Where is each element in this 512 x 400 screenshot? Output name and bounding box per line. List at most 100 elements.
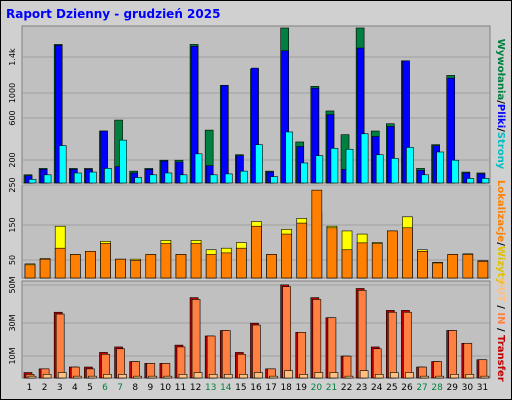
sites-bar xyxy=(447,254,459,279)
in-bar xyxy=(312,299,322,379)
day-label: 19 xyxy=(296,383,308,393)
y-tick-label: 600 xyxy=(8,110,17,125)
out-bar xyxy=(178,374,188,379)
pages-bar xyxy=(345,148,354,184)
out-bar xyxy=(329,372,339,379)
chart-title: Raport Dzienny - grudzień 2025 xyxy=(6,7,220,21)
day-label: 4 xyxy=(72,383,78,393)
legend-panel-1: Wywołania/Pliki/Strony xyxy=(495,39,506,170)
sites-bar xyxy=(311,189,323,279)
in-bar xyxy=(357,290,367,379)
day-label: 20 xyxy=(311,383,323,393)
in-bar xyxy=(372,348,382,379)
day-label: 22 xyxy=(341,383,352,393)
day-label: 14 xyxy=(220,383,232,393)
sites-bar xyxy=(115,258,126,279)
out-bar xyxy=(72,375,82,379)
out-bar xyxy=(269,375,278,379)
sites-bar xyxy=(130,260,141,279)
day-label: 10 xyxy=(160,383,172,393)
day-label: 15 xyxy=(235,383,246,393)
out-bar xyxy=(239,374,248,379)
legend-entry: OUT xyxy=(495,278,506,302)
pages-bar xyxy=(255,144,263,184)
pages-bar xyxy=(315,155,324,184)
y-tick-label: 30M xyxy=(8,314,17,331)
files-bar xyxy=(175,161,184,184)
day-label: 31 xyxy=(477,383,488,393)
out-bar xyxy=(344,375,354,379)
sites-bar xyxy=(100,243,111,279)
pages-bar xyxy=(360,133,369,184)
files-bar xyxy=(387,126,395,184)
in-bar xyxy=(403,311,412,379)
legend-entry: Lokalizacje xyxy=(495,180,506,242)
day-label: 26 xyxy=(401,383,413,393)
y-tick-label: 50M xyxy=(8,276,17,293)
sites-bar xyxy=(85,251,96,279)
pages-bar xyxy=(466,178,475,184)
out-bar xyxy=(374,374,384,379)
in-bar xyxy=(388,311,397,379)
pages-bar xyxy=(285,131,293,184)
files-bar xyxy=(462,172,471,184)
sites-bar xyxy=(462,254,474,279)
in-bar xyxy=(176,346,186,379)
out-bar xyxy=(480,375,490,379)
legend-entry: / xyxy=(495,325,506,336)
out-bar xyxy=(254,372,263,379)
in-bar xyxy=(146,363,156,379)
out-bar xyxy=(193,372,203,379)
sites-bar xyxy=(24,264,36,279)
sites-bar xyxy=(326,227,338,279)
sites-bar xyxy=(432,262,443,279)
sites-bar xyxy=(477,261,489,279)
sites-bar xyxy=(54,247,66,279)
in-bar xyxy=(221,330,231,379)
legend-panel-2: Lokalizacje/Wizyty xyxy=(495,180,506,284)
pages-bar xyxy=(224,173,233,184)
sites-bar xyxy=(205,254,217,279)
pages-bar xyxy=(28,179,37,184)
day-label: 11 xyxy=(175,383,186,393)
sites-bar xyxy=(39,258,51,279)
out-bar xyxy=(420,375,429,379)
legend-panel-3: OUT / IN / Transfer xyxy=(495,278,506,381)
day-label: 21 xyxy=(326,383,337,393)
day-label: 23 xyxy=(356,383,367,393)
out-bar xyxy=(133,375,142,379)
out-bar xyxy=(27,375,37,379)
sites-bar xyxy=(356,242,368,279)
pages-bar xyxy=(421,174,429,184)
files-bar xyxy=(281,50,289,184)
files-bar xyxy=(236,155,244,184)
out-bar xyxy=(450,374,460,379)
legend-entry: Wywołania xyxy=(495,39,506,100)
in-bar xyxy=(448,330,458,379)
legend-entry: Wizyty xyxy=(495,246,506,285)
out-bar xyxy=(405,372,414,379)
out-bar xyxy=(88,375,97,379)
in-bar xyxy=(463,342,473,379)
sites-bar xyxy=(175,254,187,279)
pages-bar xyxy=(300,162,309,184)
out-bar xyxy=(284,370,293,379)
pages-bar xyxy=(164,172,173,184)
y-tick-label: 1000 xyxy=(8,83,17,103)
legend-entry: IN xyxy=(495,312,506,324)
y-tick-label: 10M xyxy=(8,347,17,364)
out-bar xyxy=(223,374,233,379)
out-bar xyxy=(163,375,173,379)
day-label: 3 xyxy=(57,383,63,393)
pages-bar xyxy=(481,178,490,184)
pages-bar xyxy=(149,174,158,184)
sites-bar xyxy=(402,227,413,279)
day-label: 1 xyxy=(27,383,33,393)
day-label: 24 xyxy=(371,383,383,393)
sites-bar xyxy=(281,233,292,279)
y-tick-label: 150 xyxy=(8,217,17,232)
in-bar xyxy=(131,361,140,379)
in-bar xyxy=(478,359,488,379)
day-label: 30 xyxy=(462,383,474,393)
files-bar xyxy=(447,77,456,184)
